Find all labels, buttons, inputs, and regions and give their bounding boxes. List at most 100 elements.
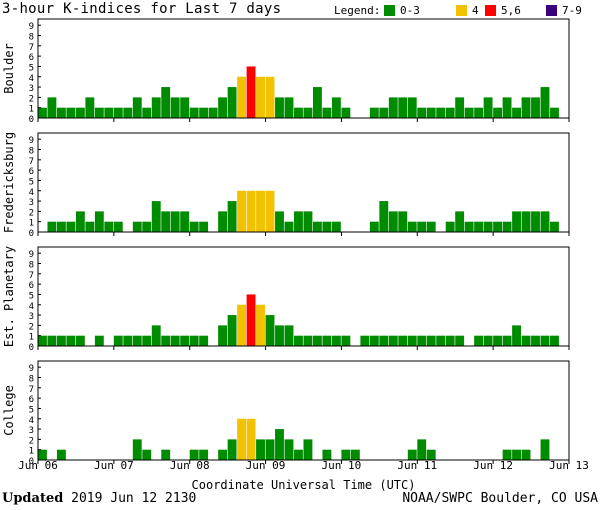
y-tick-label: 0 [29, 229, 34, 239]
k-bar [455, 97, 465, 119]
x-tick-label: Jun 12 [473, 459, 513, 472]
k-bar [75, 335, 85, 346]
k-bar [426, 449, 436, 460]
k-bar [398, 97, 408, 119]
k-bar [417, 107, 427, 118]
y-tick-label: 9 [29, 364, 34, 374]
k-bar [38, 107, 47, 118]
y-tick-label: 9 [29, 250, 34, 260]
k-bar [227, 439, 237, 461]
k-bar [66, 107, 76, 118]
panel-frame [37, 360, 570, 461]
k-bar [246, 190, 256, 232]
y-tick-label: 2 [29, 94, 34, 104]
k-bar [75, 107, 85, 118]
k-bar [284, 439, 294, 461]
k-bar [521, 211, 531, 233]
k-bar [483, 97, 493, 119]
k-bar [246, 418, 256, 460]
k-bar [151, 97, 161, 119]
x-tick-label: Jun 13 [549, 459, 589, 472]
k-bar [388, 335, 398, 346]
k-bar [331, 221, 341, 232]
k-bar [341, 107, 351, 118]
k-bar [474, 221, 484, 232]
panel-label: College [2, 385, 16, 436]
k-bar [237, 76, 247, 118]
k-bar [388, 211, 398, 233]
k-bar [531, 97, 540, 119]
k-bar [521, 97, 531, 119]
source-credit: NOAA/SWPC Boulder, CO USA [402, 491, 598, 506]
k-bar [464, 107, 474, 118]
k-bar [483, 335, 493, 346]
y-tick-label: 7 [29, 385, 34, 395]
k-bar [75, 211, 85, 233]
k-bar [123, 107, 133, 118]
legend-text-7-9: 7-9 [562, 4, 582, 17]
legend-swatch-0-3 [384, 5, 395, 16]
updated-stamp: Updated 2019 Jun 12 2130 [2, 491, 196, 506]
k-bar [85, 221, 95, 232]
k-bar [132, 439, 142, 461]
k-bar [113, 107, 123, 118]
panel-frame [37, 18, 570, 119]
k-bar [237, 418, 247, 460]
y-tick-label: 0 [29, 343, 34, 353]
k-bar [161, 87, 171, 118]
y-tick-label: 3 [29, 84, 34, 94]
legend-text-4: 4 [472, 4, 479, 17]
k-bar [199, 449, 209, 460]
k-bar [94, 107, 104, 118]
k-bar [540, 439, 550, 461]
k-bar [322, 335, 332, 346]
y-tick-label: 6 [29, 167, 34, 177]
k-bar [284, 221, 294, 232]
k-bar [170, 335, 180, 346]
legend-swatch-4 [456, 5, 467, 16]
x-tick-label: Jun 06 [18, 459, 58, 472]
k-bar [512, 107, 521, 118]
k-bar [407, 221, 417, 232]
k-bar [540, 335, 550, 346]
k-bar [502, 221, 512, 232]
k-bar [322, 449, 332, 460]
k-bar [218, 97, 228, 119]
k-bar [417, 221, 427, 232]
k-bar [388, 97, 398, 119]
k-bar [426, 221, 436, 232]
legend-swatch-7-9 [546, 5, 557, 16]
k-bar [180, 211, 190, 233]
legend-text-5-6: 5,6 [501, 4, 521, 17]
k-bar [512, 211, 521, 233]
k-bar [502, 335, 512, 346]
k-bar [132, 97, 142, 119]
k-bar [455, 211, 465, 233]
y-tick-label: 2 [29, 436, 34, 446]
k-bar [275, 429, 284, 460]
y-tick-label: 0 [29, 115, 34, 125]
k-bar [417, 439, 427, 461]
k-bar [521, 449, 531, 460]
y-tick-label: 8 [29, 261, 34, 271]
k-bar [237, 304, 247, 346]
k-bar [161, 335, 171, 346]
k-bar [369, 335, 379, 346]
k-bar [483, 221, 493, 232]
y-tick-label: 4 [29, 74, 34, 84]
panel-frame [37, 246, 570, 347]
k-bar [151, 201, 161, 232]
k-bar [322, 107, 332, 118]
k-bar [237, 190, 247, 232]
k-bar [132, 335, 142, 346]
k-bar [303, 211, 313, 233]
k-bar [531, 211, 540, 233]
y-tick-label: 9 [29, 22, 34, 32]
y-tick-label: 8 [29, 33, 34, 43]
k-bar [502, 97, 512, 119]
k-bar [341, 449, 351, 460]
y-tick-label: 4 [29, 302, 34, 312]
k-bar [208, 107, 218, 118]
